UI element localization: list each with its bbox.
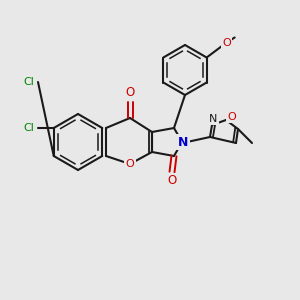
Text: O: O xyxy=(222,38,231,47)
Text: Cl: Cl xyxy=(24,77,34,87)
Text: O: O xyxy=(167,175,177,188)
Text: O: O xyxy=(126,159,134,169)
Text: O: O xyxy=(228,112,236,122)
Text: O: O xyxy=(125,86,135,100)
Text: N: N xyxy=(209,114,217,124)
Text: N: N xyxy=(178,136,188,148)
Text: Cl: Cl xyxy=(24,123,34,133)
